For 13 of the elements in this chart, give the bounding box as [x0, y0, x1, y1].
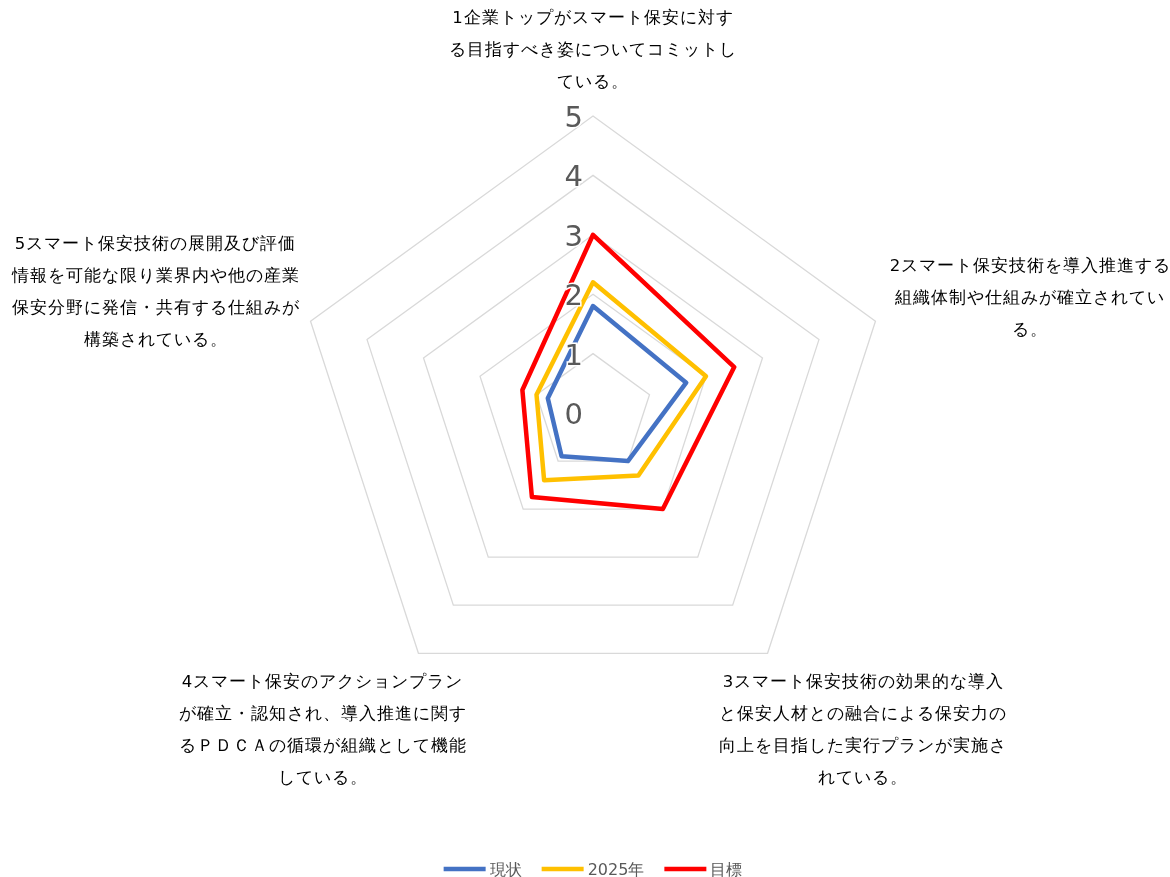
ytick: 4 [564, 159, 583, 194]
ytick: 5 [564, 100, 583, 134]
spoke-label: 3スマート保安技術の効果的な導入と保安人材との融合による保安力の向上を目指した実行プランが実施されている。 [718, 670, 1009, 789]
spoke-label: 2スマート保安技術を導入推進する組織体制や仕組みが確立されている。 [888, 254, 1170, 341]
legend-label: 2025年 [587, 860, 645, 877]
ytick: 3 [564, 218, 583, 253]
legend-label: 現状 [489, 860, 522, 877]
legend-label: 目標 [710, 860, 743, 877]
spoke-label: 1企業トップがスマート保安に対する目指すべき姿についてコミットしている。 [448, 7, 738, 93]
ytick: 2 [564, 278, 583, 313]
spoke-label: 5スマート保安技術の展開及び評価情報を可能な限り業界内や他の産業保安分野に発信・共有する仕組みが構築されている。 [10, 232, 301, 351]
ytick: 0 [564, 397, 583, 431]
spoke-label: 4スマート保安のアクションプランが確立・認知され、導入推進に関するＰＤＣＡの循環が組織として機能している。 [177, 670, 468, 789]
